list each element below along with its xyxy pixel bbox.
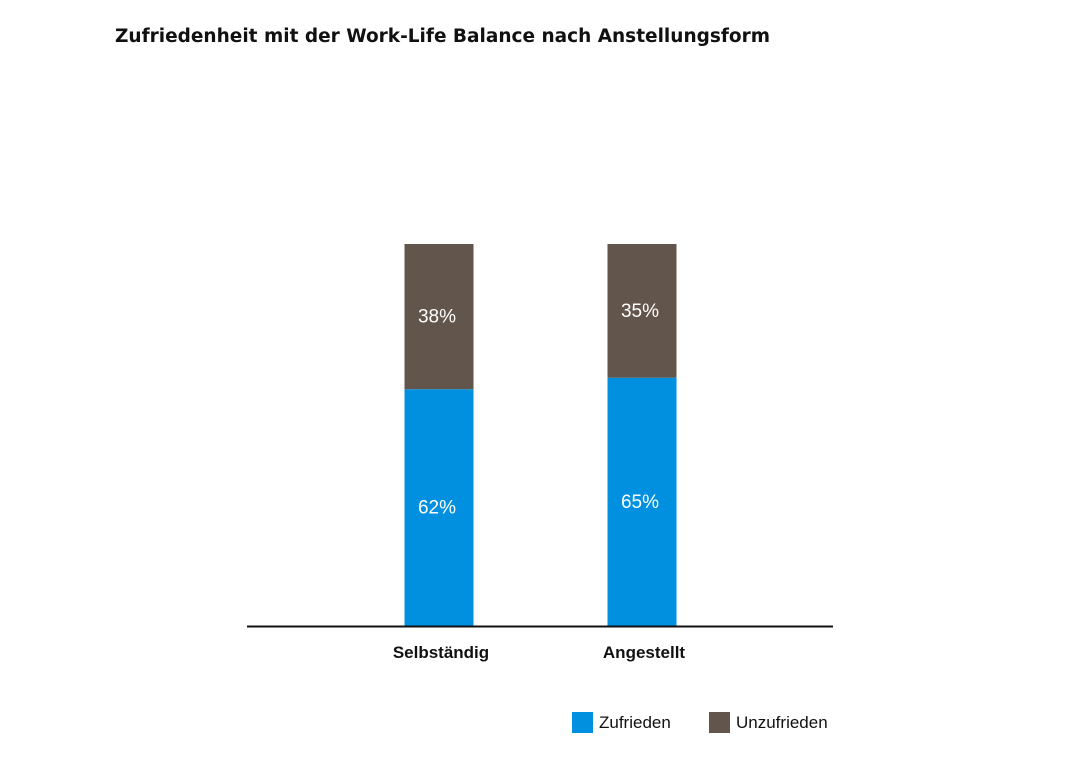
x-tick-labels-group: Selbständig Angestellt: [393, 643, 686, 662]
chart-title: Zufriedenheit mit der Work-Life Balance …: [115, 26, 771, 47]
bar-unzufrieden-2: [607, 244, 677, 378]
bar-zufrieden-2: [607, 377, 677, 626]
legend-label-unzufrieden: Unzufrieden: [736, 712, 828, 732]
legend-item-zufrieden: Zufrieden: [572, 712, 671, 733]
x-tick-label-2: Angestellt: [603, 643, 686, 662]
legend-swatch-unzufrieden: [709, 712, 730, 733]
data-label-zufrieden-1: 62%: [418, 498, 456, 519]
data-label-unzufrieden-2: 35%: [621, 301, 659, 322]
bar-zufrieden-1: [404, 389, 474, 626]
bar-unzufrieden-1: [404, 244, 474, 390]
legend-swatch-zufrieden: [572, 712, 593, 733]
bars-group: [404, 244, 677, 626]
data-label-zufrieden-2: 65%: [621, 492, 659, 513]
x-tick-label-1: Selbständig: [393, 643, 489, 662]
legend-item-unzufrieden: Unzufrieden: [709, 712, 828, 733]
data-label-unzufrieden-1: 38%: [418, 307, 456, 328]
bar-labels-group: 62% 38% 65% 35%: [418, 301, 659, 519]
legend-label-zufrieden: Zufrieden: [599, 712, 671, 732]
